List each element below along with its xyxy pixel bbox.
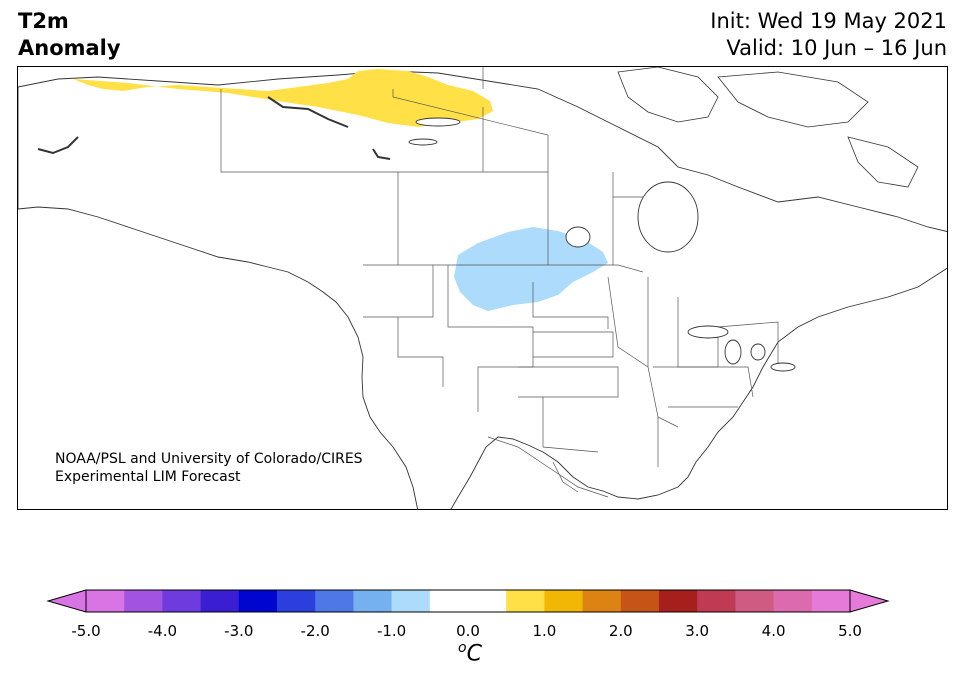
colorbar-outline: [85, 589, 851, 613]
colorbar-tick-label: -3.0: [224, 622, 254, 640]
init-date: Init: Wed 19 May 2021: [710, 9, 947, 33]
hudson-bay: [637, 181, 699, 253]
colorbar-segment: [315, 590, 354, 612]
arctic-islands: [617, 67, 919, 188]
colorbar-tick-label: -4.0: [147, 622, 178, 640]
political-boundaries: [220, 67, 779, 498]
colorbar-tick-label: 5.0: [838, 622, 862, 640]
colorbar-segment: [200, 590, 240, 612]
rivers: [37, 96, 391, 160]
colorbar-tick-label: 0.0: [456, 622, 480, 640]
map-title: T2m Anomaly: [18, 8, 121, 62]
colorbar-segment: [659, 590, 698, 612]
colorbar-segment: [277, 590, 316, 612]
colorbar-unit-label: oC: [440, 640, 500, 666]
colorbar-segment: [238, 590, 278, 612]
colorbar-segment: [544, 590, 584, 612]
colorbar-segment: [620, 590, 660, 612]
colorbar-segment: [353, 590, 393, 612]
lake-erie: [770, 362, 796, 372]
colorbar-segment: [391, 590, 431, 612]
colorbar-segment: [773, 590, 813, 612]
colorbar: [46, 589, 890, 613]
great-bear-lake: [408, 138, 438, 146]
colorbar-segment: [429, 590, 469, 612]
colorbar-segments: [86, 590, 851, 612]
warm-anomaly-region: [73, 69, 493, 127]
map-panel: [17, 66, 948, 510]
valid-date: Valid: 10 Jun – 16 Jun: [726, 36, 947, 60]
colorbar-tick-label: -5.0: [71, 622, 101, 640]
colorbar-over-arrow: [849, 589, 890, 613]
unit-celsius: C: [466, 641, 482, 667]
colorbar-tick-label: 1.0: [532, 622, 557, 640]
colorbar-tick-label: -1.0: [376, 622, 407, 640]
title-line-1: T2m: [18, 9, 69, 33]
data-credit: NOAA/PSL and University of Colorado/CIRE…: [55, 450, 363, 486]
lake-michigan: [724, 339, 742, 365]
credit-line-2: Experimental LIM Forecast: [55, 469, 241, 485]
colorbar-tick-label: 3.0: [685, 622, 710, 640]
colorbar-segment: [697, 590, 736, 612]
colorbar-segment: [582, 590, 622, 612]
lake-winnipeg: [565, 226, 591, 248]
colorbar-segment: [162, 590, 202, 612]
colorbar-segment: [811, 590, 851, 612]
cool-anomaly-region: [454, 227, 608, 311]
lake-superior: [687, 325, 729, 339]
title-line-2: Anomaly: [18, 36, 121, 60]
colorbar-segment: [735, 590, 775, 612]
map-canvas: [18, 67, 947, 509]
colorbar-segment: [506, 590, 545, 612]
colorbar-segment: [86, 590, 125, 612]
colorbar-segment: [468, 590, 507, 612]
lakes: [408, 117, 796, 372]
colorbar-tick-label: 2.0: [608, 622, 633, 640]
unit-degree-symbol: o: [458, 640, 467, 656]
great-slave-lake: [415, 117, 461, 127]
forecast-dates: Init: Wed 19 May 2021 Valid: 10 Jun – 16…: [710, 8, 947, 62]
colorbar-under-arrow: [46, 589, 87, 613]
colorbar-tick-label: -2.0: [300, 622, 330, 640]
credit-line-1: NOAA/PSL and University of Colorado/CIRE…: [55, 451, 363, 467]
lake-huron: [750, 343, 766, 361]
colorbar-segment: [124, 590, 163, 612]
colorbar-tick-label: 4.0: [761, 622, 786, 640]
